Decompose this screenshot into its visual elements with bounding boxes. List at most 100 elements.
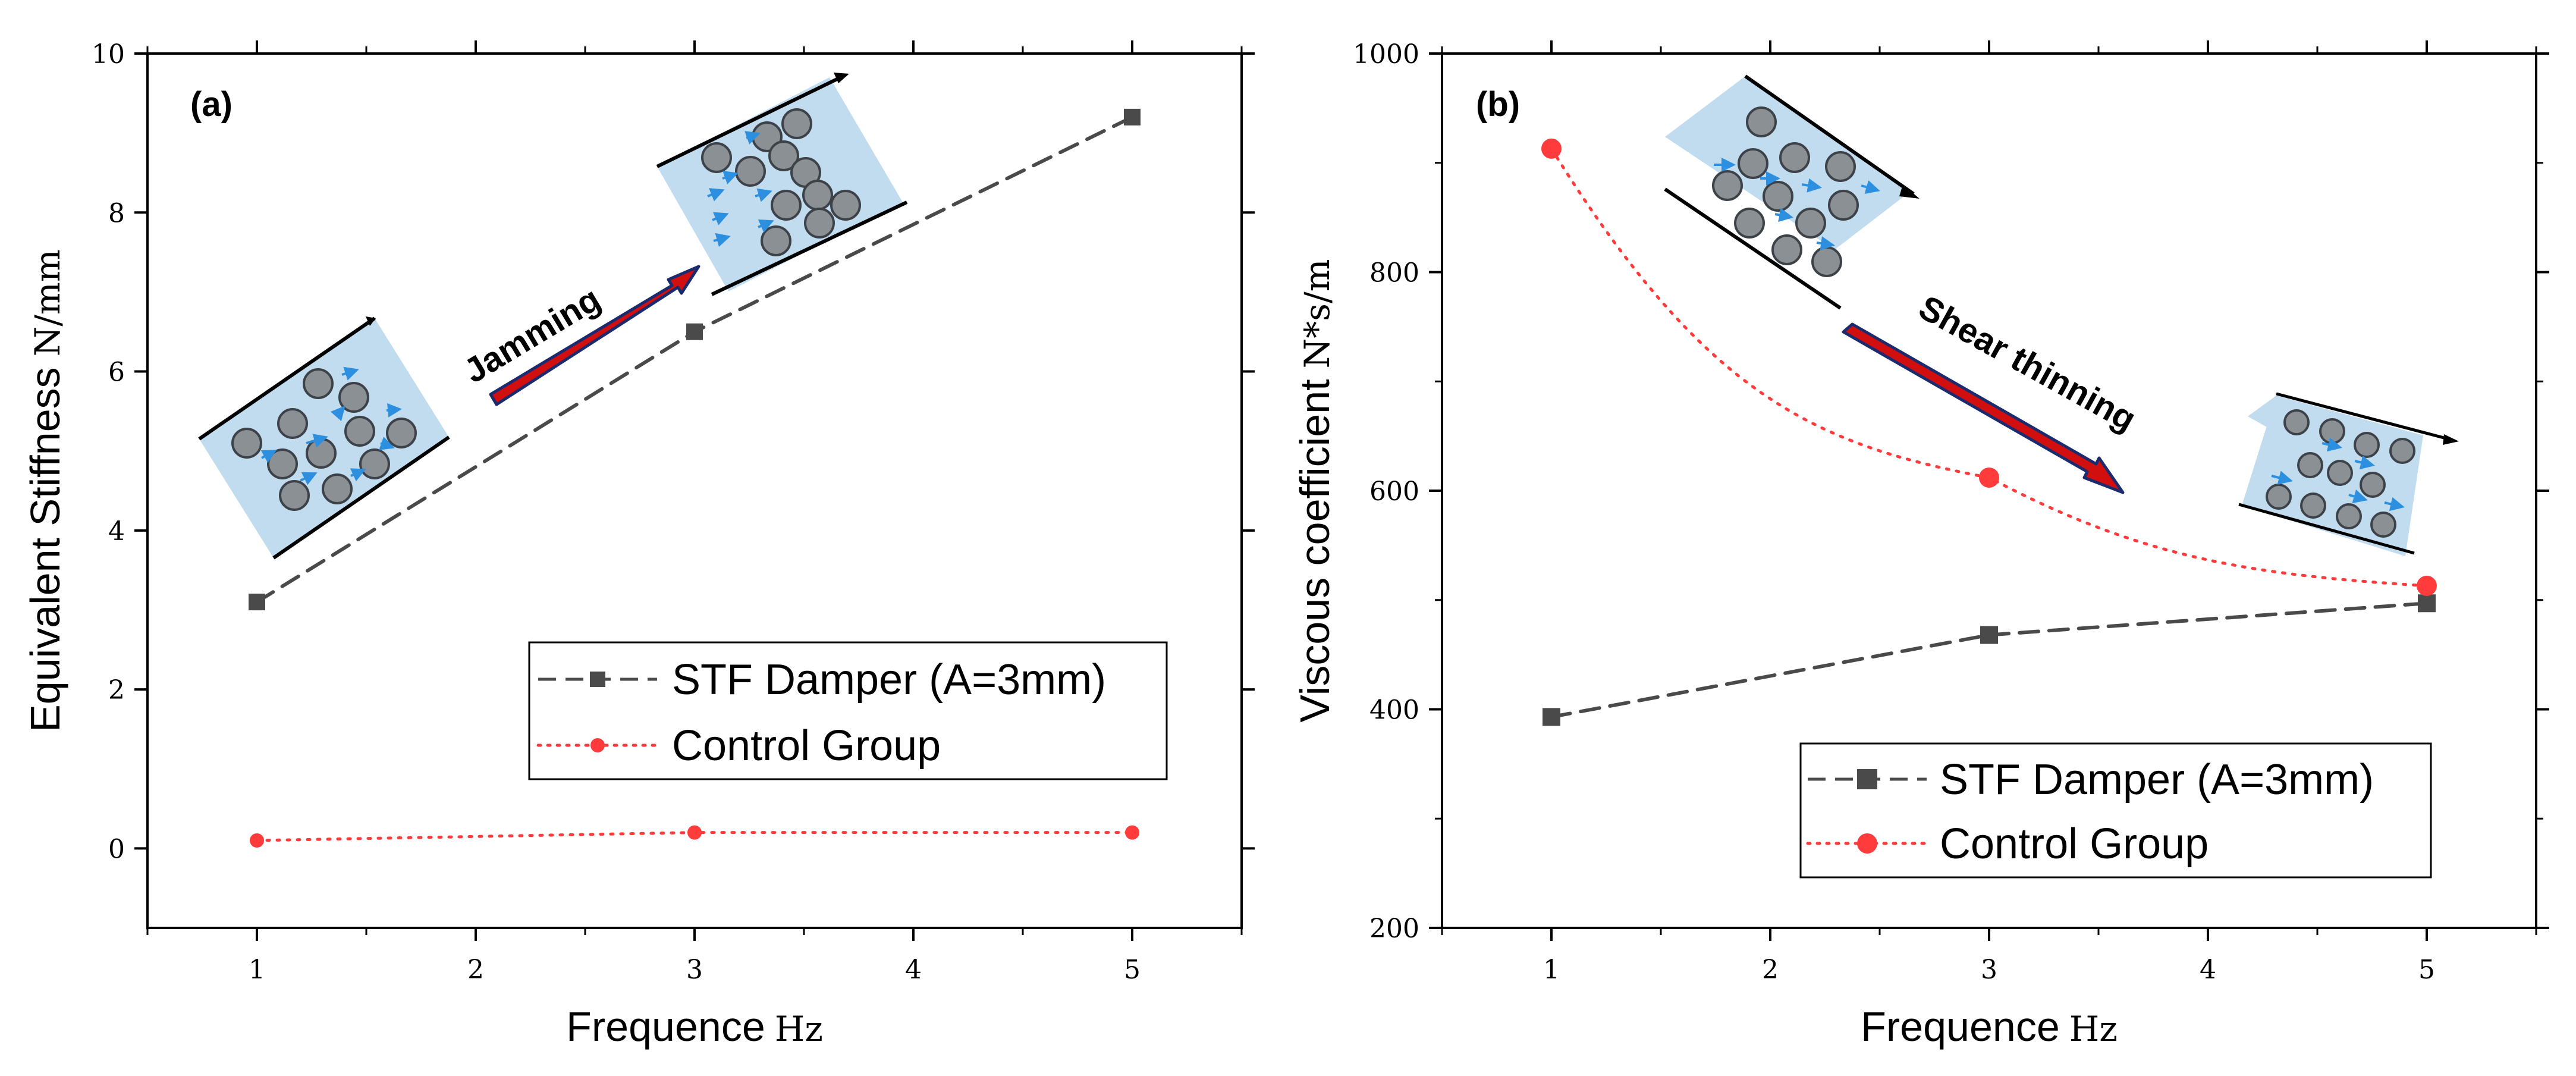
y-axis-label-a: Equivalent Stiffness [22, 367, 68, 732]
legend-box-b [1799, 742, 2432, 879]
flow-arrow [260, 450, 277, 463]
y-tick-label: 0 [108, 834, 125, 864]
flow-arrow [1774, 208, 1793, 222]
layered-suspension-illustration [1664, 74, 1920, 310]
jamming-arrow-shape [489, 265, 700, 406]
flow-arrow [1861, 180, 1880, 195]
flow-arrow [306, 434, 328, 448]
x-tick-label: 3 [1981, 955, 1997, 985]
panel-label-b: (b) [1476, 85, 1520, 124]
flow-arrow [707, 188, 725, 202]
flow-arrow [2354, 455, 2375, 470]
particle [1811, 246, 1842, 277]
upper-plate [656, 74, 844, 168]
particle [804, 208, 835, 239]
particle [1712, 170, 1743, 201]
particle [1825, 151, 1856, 182]
legend-b: STF Damper (A=3mm) Control Group [1799, 742, 2432, 879]
particle [338, 382, 369, 413]
x-axis-unit-a: Hz [775, 1009, 823, 1049]
upper-plate-arrowhead [2443, 434, 2459, 445]
legend-a: STF Damper (A=3mm) Control Group [528, 641, 1168, 780]
particle [1746, 106, 1777, 137]
control-group-point-a [1125, 825, 1139, 840]
particle [2327, 460, 2353, 486]
particle [279, 480, 310, 511]
x-tick-label: 5 [1124, 955, 1141, 985]
flow-arrow [330, 405, 345, 421]
legend-label-stf-b: STF Damper (A=3mm) [1940, 756, 2374, 804]
particle [735, 156, 766, 187]
a-series-layer [249, 108, 1141, 848]
upper-plate [2276, 392, 2454, 442]
x-axis-label-b: Frequence [1861, 1003, 2060, 1050]
particle [2297, 452, 2323, 478]
particle [771, 190, 802, 221]
flow-arrow [2271, 470, 2293, 485]
particle [1738, 148, 1768, 179]
y-tick-label: 10 [92, 39, 125, 70]
y-axis-label-b: Viscous coefficient [1292, 379, 1338, 722]
x-axis-title-a: Frequence Hz [566, 1003, 823, 1050]
particle [1734, 208, 1765, 239]
upper-plate [198, 316, 376, 441]
lower-plate [1664, 187, 1842, 310]
flow-arrow [755, 188, 772, 202]
b-tick-labels: 1 2 3 4 5 200 400 600 800 1000 [1353, 39, 2435, 985]
flow-arrow [713, 233, 731, 247]
x-tick-label: 4 [2200, 955, 2216, 985]
particle [344, 416, 375, 447]
flow-arrow [300, 472, 318, 485]
particle [277, 408, 308, 439]
upper-plate-arrowhead [366, 316, 376, 326]
stf-damper-point-b [1543, 708, 1560, 726]
legend-box-a [528, 641, 1168, 780]
particle [761, 225, 791, 256]
b-series-layer [1541, 138, 2437, 726]
particle [2266, 484, 2292, 510]
particle [322, 473, 353, 504]
y-axis-title-a: Equivalent Stiffness N/mm [22, 249, 68, 732]
x-axis-label-a: Frequence [566, 1003, 765, 1050]
lower-plate [711, 200, 908, 296]
y-tick-label: 4 [108, 516, 125, 547]
legend-label-control-a: Control Group [672, 722, 941, 770]
control-group-point-b [2417, 575, 2437, 596]
particle [830, 190, 861, 221]
flow-arrow [341, 366, 359, 381]
x-tick-label: 2 [467, 955, 484, 985]
particle [231, 428, 262, 459]
y-axis-unit-a: N/mm [27, 249, 68, 356]
flow-arrow [758, 219, 774, 233]
legend-marker-control-b [1857, 833, 1877, 854]
legend-label-control-b: Control Group [1940, 820, 2209, 868]
particle [2354, 432, 2380, 458]
particle [1828, 190, 1859, 221]
x-axis-title-b: Frequence Hz [1861, 1003, 2118, 1050]
particle [2389, 438, 2415, 464]
upper-plate-arrowhead [834, 73, 849, 83]
stf-damper-point-b [1980, 626, 1998, 644]
panel-b-chart: 1 2 3 4 5 200 400 600 800 1000 (b) Viscous coeffi… [1292, 39, 2549, 1050]
jammed-suspension-illustration [656, 73, 908, 296]
flow-arrow [1801, 178, 1822, 193]
particle [701, 142, 732, 173]
particle [1771, 234, 1802, 265]
upper-plate-arrowhead [1899, 184, 1920, 199]
stf-damper-point-a [686, 323, 703, 340]
control-group-line-b [1550, 147, 2429, 588]
x-axis-unit-b: Hz [2069, 1009, 2118, 1049]
particle [768, 140, 799, 171]
particle [2370, 512, 2396, 538]
particle [2300, 492, 2326, 519]
flow-arrow [379, 437, 395, 450]
flow-arrow [712, 212, 729, 225]
flow-arrow [2384, 497, 2405, 512]
flow-arrow [1816, 236, 1835, 250]
stf-damper-point-b [2418, 594, 2436, 613]
particle [2360, 472, 2386, 498]
a-axis-ticks [134, 40, 1255, 941]
legend-label-stf-a: STF Damper (A=3mm) [672, 656, 1106, 704]
y-tick-label: 400 [1369, 695, 1419, 726]
upper-plate [1744, 74, 1915, 196]
